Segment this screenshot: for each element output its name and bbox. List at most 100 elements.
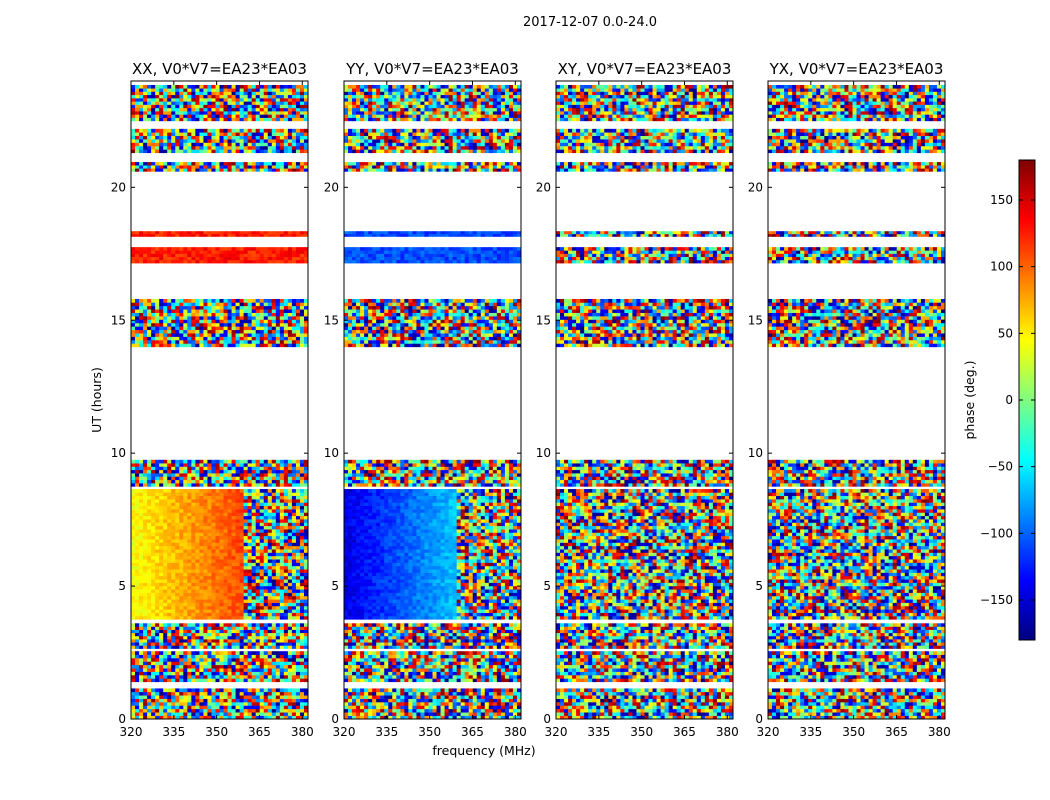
heatmap-cell — [183, 549, 187, 553]
heatmap-cell — [211, 599, 215, 603]
heatmap-cell — [135, 489, 139, 493]
heatmap-cell — [228, 512, 232, 516]
heatmap-cell — [215, 522, 219, 526]
heatmap-cell — [199, 165, 203, 168]
heatmap-cell — [207, 492, 211, 496]
heatmap-cell — [220, 506, 224, 510]
heatmap-cell — [183, 132, 187, 136]
heatmap-cell — [195, 549, 199, 553]
heatmap-cell — [163, 658, 167, 662]
heatmap-cell — [215, 579, 219, 583]
heatmap-cell — [232, 593, 236, 597]
heatmap-cell — [139, 257, 143, 260]
heatmap-cell — [280, 672, 284, 676]
heatmap-cell — [143, 692, 147, 696]
heatmap-cell — [276, 136, 280, 140]
heatmap-cell — [199, 88, 203, 92]
heatmap-cell — [292, 519, 296, 523]
heatmap-cell — [288, 483, 292, 487]
heatmap-cell — [183, 576, 187, 580]
heatmap-cell — [139, 606, 143, 610]
heatmap-cell — [232, 108, 236, 112]
heatmap-cell — [256, 168, 260, 171]
heatmap-cell — [260, 463, 264, 467]
heatmap-cell — [220, 149, 224, 153]
heatmap-cell — [300, 542, 304, 546]
heatmap-cell — [260, 576, 264, 580]
heatmap-cell — [268, 509, 272, 513]
heatmap-cell — [276, 658, 280, 662]
heatmap-cell — [151, 599, 155, 603]
heatmap-cell — [228, 609, 232, 613]
heatmap-cell — [147, 509, 151, 513]
heatmap-cell — [292, 108, 296, 112]
heatmap-cell — [139, 231, 143, 234]
heatmap-cell — [187, 105, 191, 109]
heatmap-cell — [139, 250, 143, 253]
heatmap-cell — [292, 509, 296, 513]
heatmap-cell — [236, 306, 240, 310]
heatmap-cell — [272, 460, 276, 464]
heatmap-cell — [256, 573, 260, 577]
heatmap-cell — [131, 146, 135, 150]
heatmap-cell — [252, 692, 256, 696]
heatmap-cell — [228, 692, 232, 696]
heatmap-cell — [131, 529, 135, 533]
heatmap-cell — [228, 516, 232, 520]
heatmap-cell — [288, 313, 292, 317]
heatmap-cell — [175, 480, 179, 484]
heatmap-cell — [244, 101, 248, 105]
heatmap-cell — [224, 496, 228, 500]
heatmap-cell — [143, 168, 147, 171]
heatmap-cell — [268, 519, 272, 523]
heatmap-cell — [179, 688, 183, 692]
heatmap-cell — [199, 688, 203, 692]
heatmap-cell — [248, 630, 252, 633]
heatmap-cell — [260, 688, 264, 692]
heatmap-cell — [199, 492, 203, 496]
heatmap-cell — [236, 675, 240, 679]
heatmap-cell — [163, 699, 167, 703]
heatmap-cell — [131, 489, 135, 493]
heatmap-cell — [183, 319, 187, 323]
heatmap-cell — [224, 596, 228, 600]
heatmap-cell — [232, 569, 236, 573]
heatmap-cell — [280, 118, 284, 122]
heatmap-cell — [139, 633, 143, 636]
heatmap-cell — [147, 247, 151, 250]
heatmap-cell — [143, 563, 147, 567]
heatmap-cell — [232, 576, 236, 580]
heatmap-cell — [175, 636, 179, 639]
heatmap-cell — [163, 633, 167, 636]
heatmap-cell — [244, 630, 248, 633]
heatmap-cell — [131, 702, 135, 706]
heatmap-cell — [195, 460, 199, 464]
heatmap-cell — [296, 586, 300, 590]
heatmap-cell — [228, 231, 232, 234]
heatmap-cell — [232, 675, 236, 679]
heatmap-cell — [211, 665, 215, 669]
heatmap-cell — [155, 661, 159, 665]
heatmap-cell — [179, 250, 183, 253]
heatmap-cell — [300, 250, 304, 253]
heatmap-cell — [252, 556, 256, 560]
heatmap-cell — [272, 250, 276, 253]
heatmap-cell — [300, 606, 304, 610]
heatmap-cell — [199, 609, 203, 613]
heatmap-cell — [300, 519, 304, 523]
heatmap-cell — [187, 688, 191, 692]
heatmap-cell — [135, 636, 139, 639]
heatmap-cell — [187, 651, 191, 655]
heatmap-cell — [139, 299, 143, 303]
heatmap-cell — [175, 529, 179, 533]
heatmap-cell — [191, 613, 195, 617]
heatmap-cell — [296, 231, 300, 234]
heatmap-cell — [191, 299, 195, 303]
heatmap-cell — [139, 626, 143, 629]
heatmap-cell — [175, 688, 179, 692]
heatmap-cell — [236, 323, 240, 327]
heatmap-cell — [300, 586, 304, 590]
heatmap-cell — [224, 162, 228, 165]
heatmap-cell — [179, 529, 183, 533]
heatmap-cell — [288, 556, 292, 560]
